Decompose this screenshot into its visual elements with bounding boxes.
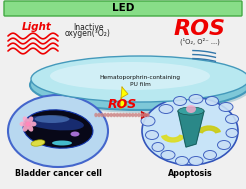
Ellipse shape	[146, 113, 150, 117]
Ellipse shape	[140, 113, 144, 117]
Ellipse shape	[31, 56, 246, 102]
Ellipse shape	[23, 110, 93, 148]
Text: Inactive: Inactive	[73, 22, 103, 32]
Ellipse shape	[71, 132, 79, 136]
Ellipse shape	[175, 156, 188, 166]
Text: Hematoporphrin-containing: Hematoporphrin-containing	[99, 74, 181, 80]
Ellipse shape	[94, 113, 98, 117]
Ellipse shape	[32, 61, 246, 113]
Text: LED: LED	[112, 3, 134, 13]
Ellipse shape	[28, 125, 33, 132]
Ellipse shape	[134, 113, 138, 117]
Text: oxygen(³O₂): oxygen(³O₂)	[65, 29, 111, 39]
Ellipse shape	[226, 129, 238, 138]
Ellipse shape	[145, 130, 158, 139]
Ellipse shape	[31, 140, 45, 146]
Ellipse shape	[219, 102, 233, 112]
Ellipse shape	[217, 140, 231, 149]
Ellipse shape	[34, 115, 70, 123]
Ellipse shape	[119, 113, 122, 117]
Ellipse shape	[189, 94, 203, 104]
Polygon shape	[120, 87, 128, 109]
Ellipse shape	[131, 113, 135, 117]
Text: PU film: PU film	[130, 83, 151, 88]
Ellipse shape	[189, 156, 203, 166]
Ellipse shape	[100, 113, 104, 117]
Ellipse shape	[159, 105, 173, 114]
Ellipse shape	[178, 107, 204, 115]
Ellipse shape	[26, 116, 84, 130]
FancyArrowPatch shape	[96, 111, 149, 119]
Polygon shape	[178, 111, 204, 147]
Ellipse shape	[28, 116, 33, 123]
Ellipse shape	[30, 60, 246, 110]
Text: Light: Light	[22, 22, 52, 32]
Ellipse shape	[103, 113, 107, 117]
Ellipse shape	[203, 150, 216, 160]
Text: ROS: ROS	[174, 19, 226, 39]
Ellipse shape	[125, 113, 128, 117]
Ellipse shape	[113, 113, 116, 117]
Ellipse shape	[97, 113, 101, 117]
Ellipse shape	[128, 113, 131, 117]
Ellipse shape	[186, 105, 196, 113]
Ellipse shape	[143, 113, 147, 117]
Ellipse shape	[19, 122, 27, 126]
Ellipse shape	[152, 143, 164, 152]
Ellipse shape	[107, 113, 110, 117]
Ellipse shape	[226, 115, 239, 123]
Ellipse shape	[116, 113, 119, 117]
Ellipse shape	[109, 113, 113, 117]
Ellipse shape	[205, 97, 218, 105]
Ellipse shape	[52, 140, 72, 146]
Text: ROS: ROS	[107, 98, 137, 112]
FancyBboxPatch shape	[4, 1, 242, 16]
Text: Apoptosis: Apoptosis	[168, 169, 212, 177]
Ellipse shape	[161, 150, 175, 160]
Polygon shape	[198, 126, 220, 133]
Ellipse shape	[23, 116, 28, 123]
Ellipse shape	[137, 113, 140, 117]
Ellipse shape	[142, 97, 238, 165]
Polygon shape	[162, 135, 184, 142]
Ellipse shape	[141, 116, 155, 126]
Ellipse shape	[23, 125, 28, 132]
Ellipse shape	[122, 113, 125, 117]
Text: Bladder cancer cell: Bladder cancer cell	[15, 169, 101, 177]
Ellipse shape	[26, 122, 31, 126]
Ellipse shape	[30, 122, 36, 126]
Ellipse shape	[50, 62, 210, 90]
Ellipse shape	[8, 95, 108, 167]
Text: (¹O₂, O²⁻ ...): (¹O₂, O²⁻ ...)	[180, 37, 220, 45]
Ellipse shape	[173, 97, 186, 105]
